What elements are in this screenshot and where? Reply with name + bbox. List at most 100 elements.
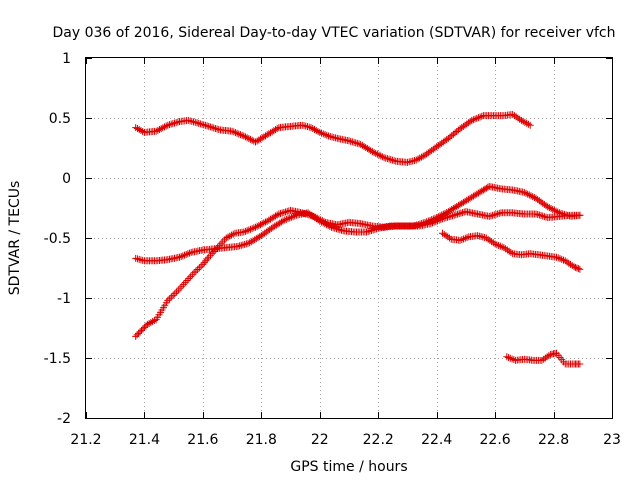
data-point: [248, 136, 256, 144]
data-point: [427, 220, 435, 228]
data-point: [442, 232, 450, 240]
data-point: [489, 239, 497, 247]
data-point: [510, 112, 518, 120]
data-point: [167, 120, 175, 128]
data-point: [537, 212, 545, 220]
data-point: [133, 331, 141, 339]
y-tick-label: 1: [62, 51, 71, 67]
data-point: [172, 119, 180, 127]
data-point: [317, 216, 325, 224]
data-point: [380, 154, 388, 162]
data-point: [205, 122, 213, 130]
data-point: [493, 241, 501, 249]
data-point: [240, 132, 248, 140]
data-point: [314, 127, 322, 135]
data-point: [282, 215, 290, 223]
data-point: [305, 211, 313, 219]
data-point: [565, 259, 573, 267]
data-point: [495, 241, 503, 249]
data-point: [241, 227, 249, 235]
data-point: [500, 244, 508, 252]
data-point: [236, 131, 244, 139]
data-point: [461, 234, 469, 242]
data-point: [143, 320, 151, 328]
data-point: [547, 205, 555, 213]
data-point: [576, 211, 584, 219]
data-point: [526, 121, 534, 129]
data-point: [318, 129, 326, 137]
data-point: [525, 191, 533, 199]
data-point: [481, 185, 489, 193]
data-point: [195, 119, 203, 127]
y-axis-label: SDTVAR / TECUs: [7, 181, 23, 296]
data-point: [255, 221, 263, 229]
data-point: [456, 236, 464, 244]
data-point: [245, 135, 253, 143]
data-point: [435, 216, 443, 224]
data-point: [278, 209, 286, 217]
data-point: [315, 215, 323, 223]
data-point: [375, 151, 383, 159]
data-point: [450, 211, 458, 219]
data-point: [179, 252, 187, 260]
data-point: [487, 212, 495, 220]
data-point: [302, 210, 310, 218]
data-point: [460, 235, 468, 243]
data-point: [245, 226, 253, 234]
data-point: [240, 228, 248, 236]
data-point: [162, 122, 170, 130]
data-point: [308, 212, 316, 220]
data-point: [150, 317, 158, 325]
data-point: [454, 210, 462, 218]
data-point: [369, 226, 377, 234]
data-point: [309, 125, 317, 133]
data-point: [505, 354, 513, 362]
data-point: [568, 262, 576, 270]
data-point: [311, 126, 319, 134]
data-point: [238, 131, 246, 139]
data-point: [488, 238, 496, 246]
data-point: [355, 140, 363, 148]
data-point: [250, 224, 258, 232]
data-point: [539, 212, 547, 220]
data-point: [307, 124, 315, 132]
data-point: [441, 209, 449, 217]
data-point: [482, 184, 490, 192]
data-point: [283, 207, 291, 215]
data-point: [534, 211, 542, 219]
data-point: [199, 260, 207, 268]
data-point: [538, 356, 546, 364]
series-track-1: [132, 110, 534, 166]
data-point: [224, 233, 232, 241]
data-point: [432, 218, 440, 226]
data-point: [277, 209, 285, 217]
data-point: [412, 156, 420, 164]
data-point: [300, 209, 308, 217]
data-point: [237, 241, 245, 249]
data-point: [498, 243, 506, 251]
series-track-5: [503, 349, 584, 368]
data-point: [177, 253, 185, 261]
data-point: [385, 155, 393, 163]
y-tick-label: 0: [62, 171, 71, 187]
data-point: [280, 208, 288, 216]
data-point: [512, 113, 520, 121]
x-tick-label: 23: [603, 432, 621, 448]
data-point: [473, 114, 481, 122]
data-point: [576, 265, 584, 273]
data-point: [377, 152, 385, 160]
data-point: [275, 210, 283, 218]
data-point: [321, 131, 329, 139]
data-point: [559, 256, 567, 264]
series-track-4: [439, 229, 584, 273]
data-point: [468, 116, 476, 124]
data-point: [171, 290, 179, 298]
data-point: [521, 118, 529, 126]
data-point: [505, 247, 513, 255]
data-point: [136, 328, 144, 336]
data-point: [459, 209, 467, 217]
data-point: [474, 114, 482, 122]
data-point: [164, 296, 172, 304]
data-point: [545, 352, 553, 360]
data-point: [231, 129, 239, 137]
